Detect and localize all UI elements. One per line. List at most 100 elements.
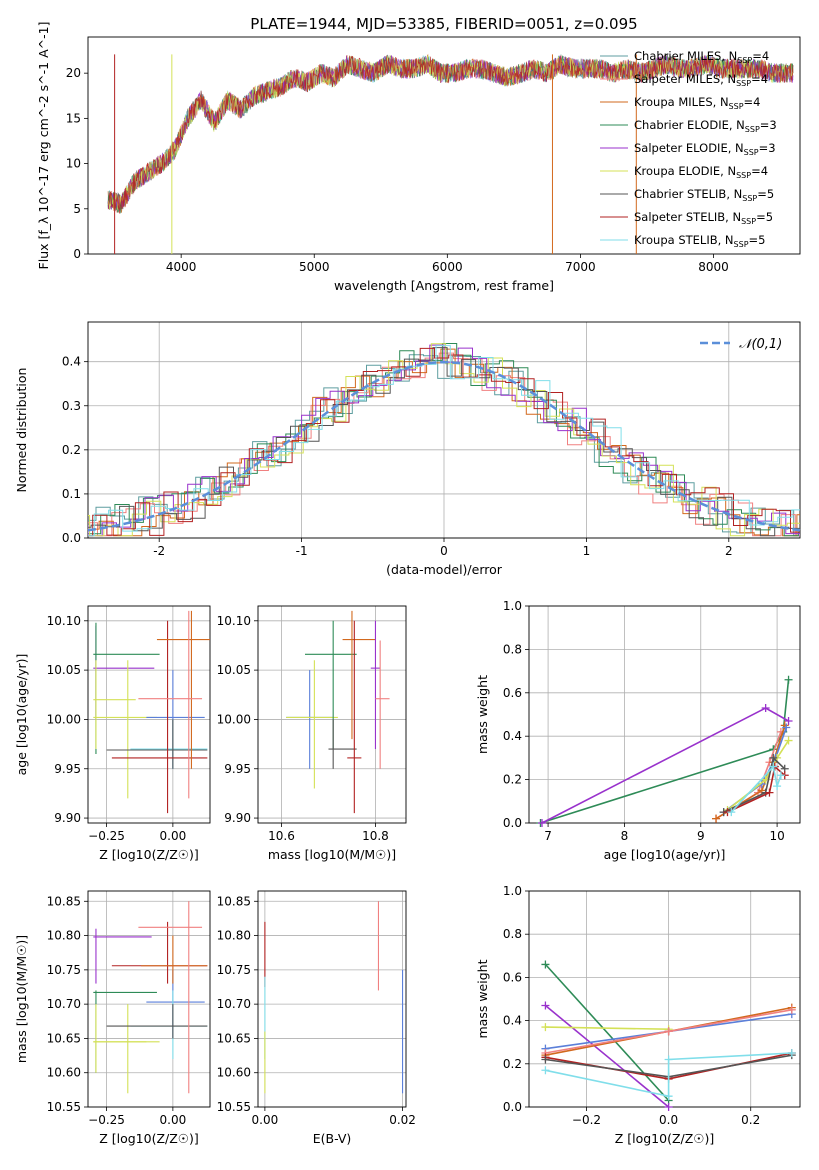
age_vs_Z-ytick-label: 9.95 [54,762,81,776]
weight_vs_Z-series-line [544,963,670,1102]
mass_vs_Z-errorbar [106,1004,208,1039]
age_vs_mass-frame [257,605,407,824]
mass_vs_ebv-frame [257,890,407,1108]
weight_vs_age-series-line [727,765,786,813]
residuals-frame [87,321,801,539]
weight_vs_age-series-line [715,731,782,820]
age_vs_mass-errorbar [347,620,362,814]
age_vs_Z-ytick-label: 10.00 [47,712,81,726]
age_vs_mass-errorbar [328,719,357,769]
weight_vs_Z-frame [528,890,801,1108]
mass_vs_ebv-xtick-label: 0.02 [389,1113,416,1127]
weight_vs_age-ytick-label: 0.8 [503,642,522,656]
age_vs_Z-ylabel: age [log10(age/yr)] [14,654,29,776]
weight_vs_age-marker [761,703,770,712]
age_vs_mass-errorbar [286,660,338,789]
mass_vs_Z-errorbar [141,935,208,984]
weight_vs_age-ytick-label: 0.2 [503,773,522,787]
residuals-ylabel: Normed distribution [14,368,29,493]
weight_vs_Z-marker [541,1001,550,1010]
weight_vs_age-series-line [730,764,782,813]
mass_vs_Z-errorbar [138,901,203,1094]
mass_vs_Z-errorbar [93,928,152,984]
mass_vs_ebv-ytick-label: 10.80 [217,929,251,943]
weight_vs_Z-ytick-label: 1.0 [503,884,522,898]
spectrum-ytick-label: 15 [66,111,81,125]
age_vs_Z-errorbar [106,719,208,769]
weight_vs_age-marker [776,727,785,736]
residual-histogram [88,344,800,537]
weight_vs_age-ytick-label: 0.4 [503,729,522,743]
mass_vs_Z-xtick-label: 0.00 [160,1113,187,1127]
age_vs_Z-ytick-label: 9.90 [54,811,81,825]
age_vs_mass-xtick-label: 10.8 [362,829,389,843]
residual-histogram [88,354,800,537]
age_vs_mass-xtick-label: 10.6 [268,829,295,843]
spectrum-xtick-label: 5000 [299,260,330,274]
mass_vs_Z-errorbar [111,921,208,984]
spectrum-xtick-label: 7000 [565,260,596,274]
weight_vs_Z-series-line [545,1052,792,1098]
weight_vs_age-marker [784,717,793,726]
weight_vs_age-marker [784,736,793,745]
weight_vs_Z-marker [541,960,550,969]
weight_vs_Z-marker [664,1027,673,1036]
figure-title: PLATE=1944, MJD=53385, FIBERID=0051, z=0… [250,15,637,33]
weight_vs_age-ytick-label: 1.0 [503,599,522,613]
weight_vs_age-marker [773,782,782,791]
age_vs_Z-errorbar [93,660,136,750]
weight_vs_age-series-line [541,707,789,824]
residual-legend-label: 𝒩(0,1) [739,337,782,352]
weight_vs_Z-marker [787,1005,796,1014]
weight_vs_age-marker [727,808,736,817]
residuals-xtick-label: 0 [440,544,448,558]
mass_vs_Z-axes: −0.25 0.00 10.55 10.60 10.65 10.70 10.75 10.80 1… [14,890,211,1146]
weight_vs_age-series-line [723,756,786,813]
mass_vs_Z-ytick-label: 10.85 [47,894,81,908]
residuals-xtick-label: -1 [296,544,308,558]
age_vs_Z-ytick-label: 10.10 [47,614,81,628]
weight_vs_age-marker [776,771,785,780]
mass_vs_ebv-ytick-label: 10.85 [217,894,251,908]
spectrum-ytick-label: 20 [66,66,81,80]
residual-histogram [88,343,800,537]
weight_vs_age-xlabel: age [log10(age/yr)] [604,847,726,862]
mass_vs_Z-errorbar [93,990,157,1073]
age_vs_Z-errorbar [130,719,208,769]
spectrum-axes: 4000 5000 6000 7000 8000 0 5 10 15 20 wavelength [… [36,22,801,293]
mass_vs_ebv-xlabel: E(B-V) [313,1131,352,1146]
legend-entry: Kroupa ELODIE, NSSP=4 [634,164,768,180]
residual-histogram [88,347,800,537]
age_vs_Z-xtick-label: −0.25 [88,829,125,843]
spectrum-legend: Chabrier MILES, NSSP=4 Salpeter MILES, NS… [600,49,777,249]
mass_vs_Z-errorbar [93,1004,147,1094]
spectrum-ytick-label: 5 [73,202,81,216]
spectrum-ytick-label: 10 [66,157,81,171]
mass_vs_Z-ytick-label: 10.65 [47,1031,81,1045]
age_vs_mass-ytick-label: 9.95 [224,762,251,776]
mass_vs_Z-ytick-label: 10.80 [47,929,81,943]
age_vs_Z-ytick-label: 10.05 [47,663,81,677]
weight_vs_age-marker [712,814,721,823]
age_vs_mass-ytick-label: 10.10 [217,614,251,628]
spectrum-xtick-label: 6000 [432,260,463,274]
weight_vs_age-marker [765,788,774,797]
legend-entry: Salpeter STELIB, NSSP=5 [634,210,773,226]
legend-entry: Kroupa STELIB, NSSP=5 [634,233,765,249]
residuals-axes: -2 -1 0 1 2 0.0 0.1 0.2 0.3 0.4 (data-model)/error… [14,321,801,577]
mass_vs_ebv-ytick-label: 10.60 [217,1066,251,1080]
age_vs_mass-errorbar [370,620,381,750]
age_vs_mass-errorbar [342,610,376,740]
weight_vs_Z-marker [541,1066,550,1075]
age_vs_mass-axes: 10.6 10.8 9.90 9.95 10.00 10.05 10.10 mass [log… [217,605,407,862]
mass_vs_Z-ytick-label: 10.75 [47,963,81,977]
age_vs_mass-ytick-label: 10.05 [217,663,251,677]
mass_vs_ebv-ytick-label: 10.55 [217,1100,251,1114]
age_vs_Z-xlabel: Z [log10(Z/Z☉)] [99,847,199,862]
residuals-ytick-label: 0.1 [62,487,81,501]
age_vs_mass-errorbar [375,640,390,769]
spectrum-frame [87,36,801,255]
age_vs_Z-xtick-label: 0.00 [160,829,187,843]
weight_vs_age-marker [769,762,778,771]
weight_vs_Z-xtick-label: 0.0 [659,1113,678,1127]
